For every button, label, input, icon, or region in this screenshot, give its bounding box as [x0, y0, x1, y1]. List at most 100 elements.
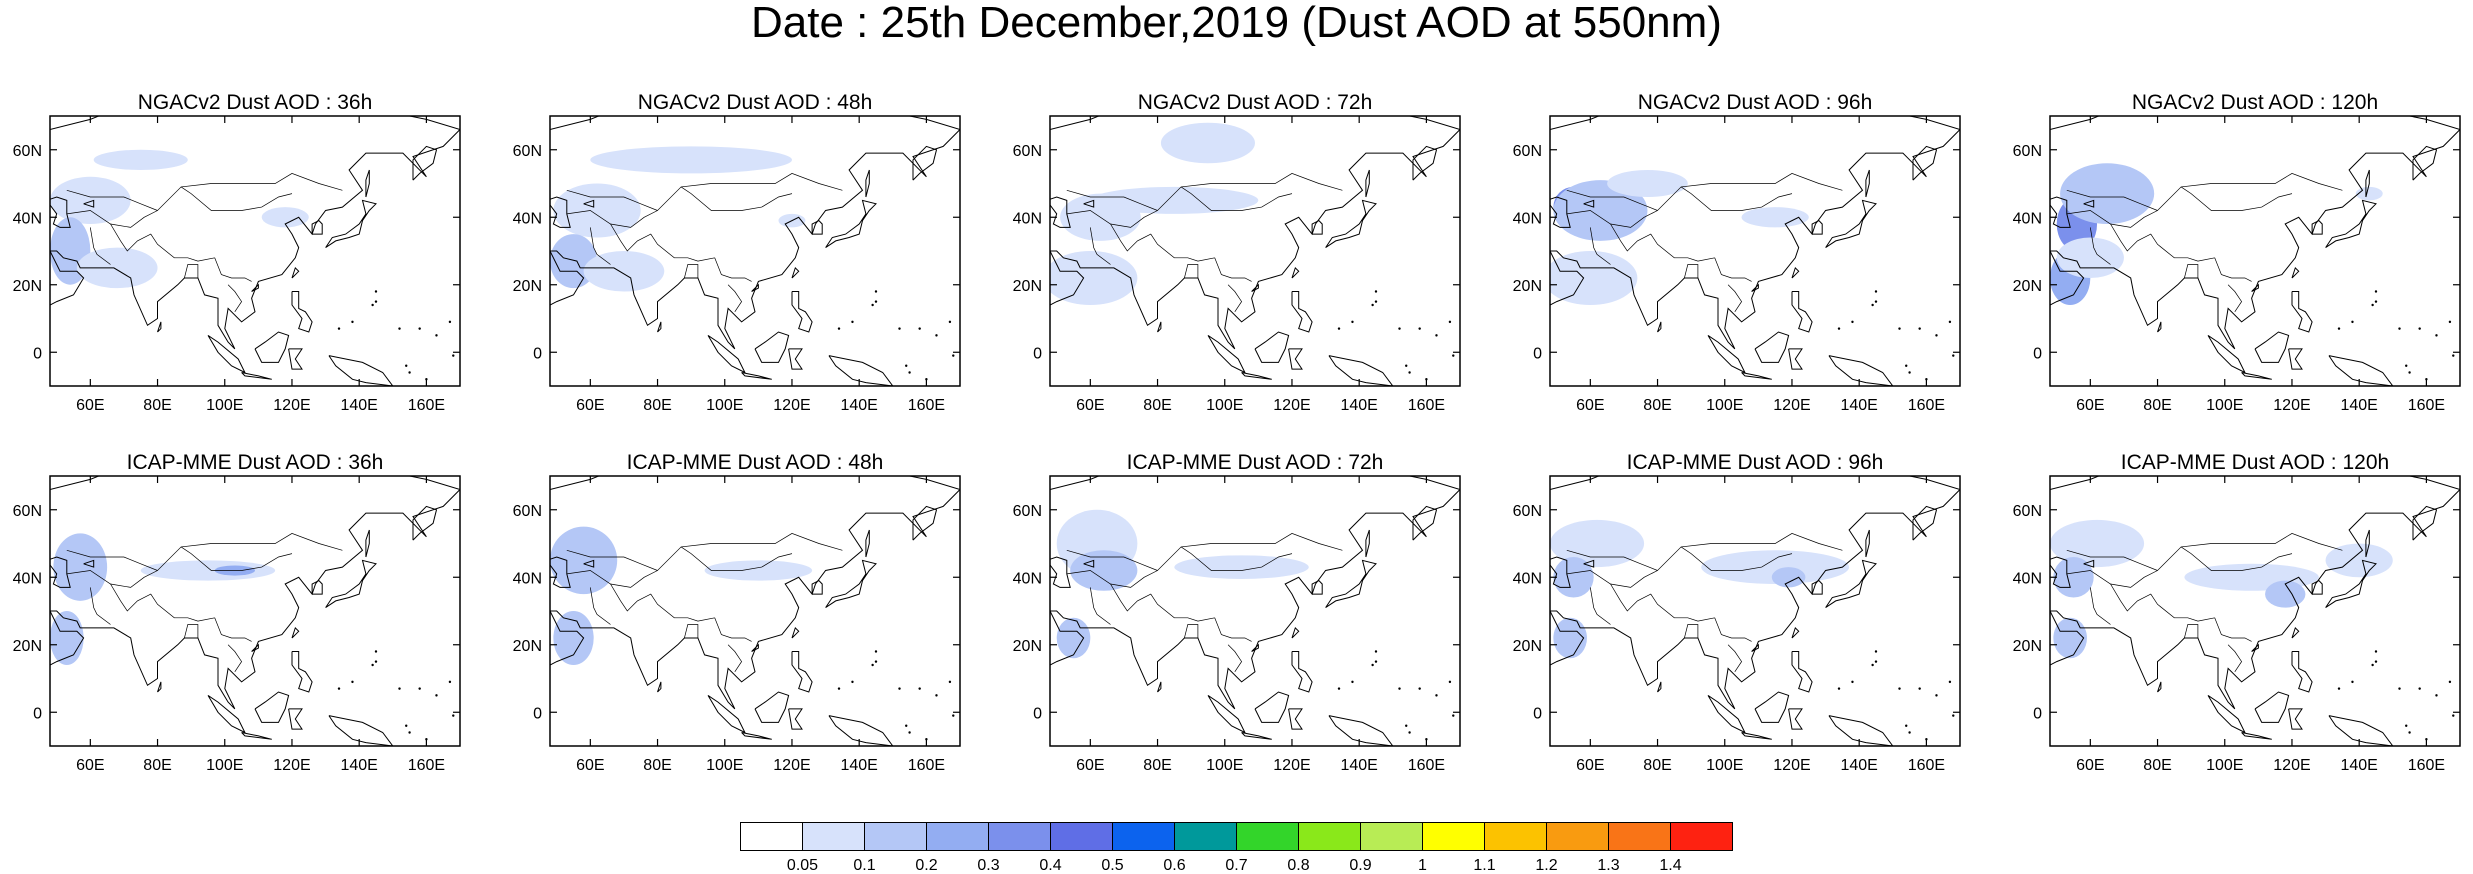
island-dot: [1898, 687, 1901, 690]
coastline: [1291, 626, 1300, 639]
country-border: [727, 284, 743, 312]
map-background: [1550, 476, 1960, 746]
island-dot: [448, 320, 452, 324]
lat-tick-label: 40N: [513, 210, 542, 227]
island-dot: [2371, 303, 2374, 307]
coastline: [2328, 355, 2394, 386]
island-dot: [2405, 364, 2408, 367]
island-dot: [851, 320, 854, 324]
borders: [1566, 173, 1843, 312]
lat-tick-label: 60N: [13, 143, 42, 160]
lon-tick-label: 60E: [576, 757, 604, 774]
country-border: [1214, 617, 1252, 642]
map-plot: 60E 80E 100E 120E 140E 160E 0 20N 40N 60N: [1013, 475, 1461, 774]
coastline: [241, 732, 272, 740]
colorbar-label: 0.9: [1349, 857, 1371, 874]
coastline: [2311, 579, 2323, 595]
lat-tick-label: 40N: [13, 210, 42, 227]
coastline: [291, 626, 300, 639]
country-border: [1680, 186, 1793, 211]
coastline: [1328, 355, 1394, 386]
lat-tick-label: 40N: [2013, 210, 2042, 227]
island-dot: [1418, 687, 1421, 690]
panel-title: ICAP-MME Dust AOD : 120h: [2120, 451, 2390, 474]
map-panel: NGACv2 Dust AOD : 72h 60E 80E 100E 120E 140E 1…: [1000, 90, 1461, 450]
coastline: [657, 321, 662, 333]
coastline: [288, 708, 303, 730]
map-panel: ICAP-MME Dust AOD : 120h 60E 80E 100E 120E 14…: [2000, 450, 2461, 810]
country-border: [714, 257, 752, 282]
island-dot: [1408, 371, 1411, 374]
map-plot: 60E 80E 100E 120E 140E 160E 0 20N 40N 60N: [2013, 475, 2461, 774]
country-border: [1184, 624, 1199, 639]
island-dot: [398, 687, 401, 690]
aod-region: [1050, 251, 1138, 305]
figure-title: Date : 25th December,2019 (Dust AOD at 5…: [751, 0, 1722, 47]
island-dot: [948, 320, 952, 324]
lat-tick-label: 60N: [1013, 503, 1042, 520]
lon-tick-label: 160E: [1408, 757, 1445, 774]
coastline: [2157, 681, 2162, 693]
country-border: [1214, 257, 1252, 282]
island-dot: [1435, 334, 1438, 337]
lon-tick-label: 140E: [1840, 757, 1877, 774]
coastline: [912, 145, 938, 181]
coastline: [2207, 694, 2247, 734]
lon-tick-label: 120E: [773, 757, 810, 774]
coastline: [254, 331, 290, 363]
aod-region: [1056, 617, 1091, 659]
island-dot: [952, 714, 955, 717]
coastline: [1912, 145, 1938, 181]
coastline: [1791, 651, 1813, 693]
coastline: [1207, 694, 1247, 734]
aod-shading: [550, 146, 806, 292]
map-frame: [549, 475, 961, 747]
colorbar-swatch: [864, 822, 927, 851]
panel-title: NGACv2 Dust AOD : 96h: [1637, 91, 1873, 114]
country-border: [1227, 284, 1243, 312]
coastline: [207, 334, 247, 374]
island-dot: [374, 290, 378, 293]
island-dot: [1408, 731, 1411, 734]
coastline: [291, 266, 300, 279]
aod-region: [1553, 180, 1648, 241]
lat-tick-label: 40N: [2013, 570, 2042, 587]
coastline: [412, 505, 438, 541]
borders: [66, 533, 343, 672]
aod-region: [1550, 519, 1645, 568]
lon-tick-label: 160E: [1908, 757, 1945, 774]
map-frame: [1049, 115, 1461, 387]
coastline: [1288, 348, 1303, 370]
coastline: [2291, 651, 2313, 693]
aod-region: [1174, 555, 1309, 579]
coastline: [2050, 116, 2460, 350]
map-panel: ICAP-MME Dust AOD : 36h 60E 80E 100E 120E 140…: [0, 450, 461, 810]
island-dot: [1452, 714, 1455, 717]
aod-shading: [50, 149, 309, 289]
coastline: [788, 708, 803, 730]
aod-region: [1090, 186, 1259, 214]
borders: [566, 173, 843, 312]
coastline: [811, 219, 823, 235]
country-border: [1589, 587, 1611, 625]
coastline: [1365, 169, 1370, 198]
colorbar-swatch: [740, 822, 803, 851]
coastline: [1707, 334, 1747, 374]
coastline: [1254, 331, 1290, 363]
country-border: [1684, 264, 1699, 279]
lon-tick-label: 80E: [643, 757, 671, 774]
map-plot: 60E 80E 100E 120E 140E 160E 0 20N 40N 60N: [513, 115, 961, 414]
island-dot: [1898, 327, 1901, 330]
panel-title: NGACv2 Dust AOD : 72h: [1137, 91, 1373, 114]
coastline: [1583, 199, 1595, 208]
coastline: [412, 145, 438, 181]
country-border: [110, 583, 215, 622]
country-border: [2110, 223, 2215, 262]
coastline: [550, 610, 585, 666]
coastline: [325, 559, 377, 609]
island-dot: [337, 687, 341, 690]
island-dot: [1952, 354, 1955, 357]
coastline: [1207, 334, 1247, 374]
map-frame: [2049, 115, 2461, 387]
country-border: [727, 644, 743, 672]
